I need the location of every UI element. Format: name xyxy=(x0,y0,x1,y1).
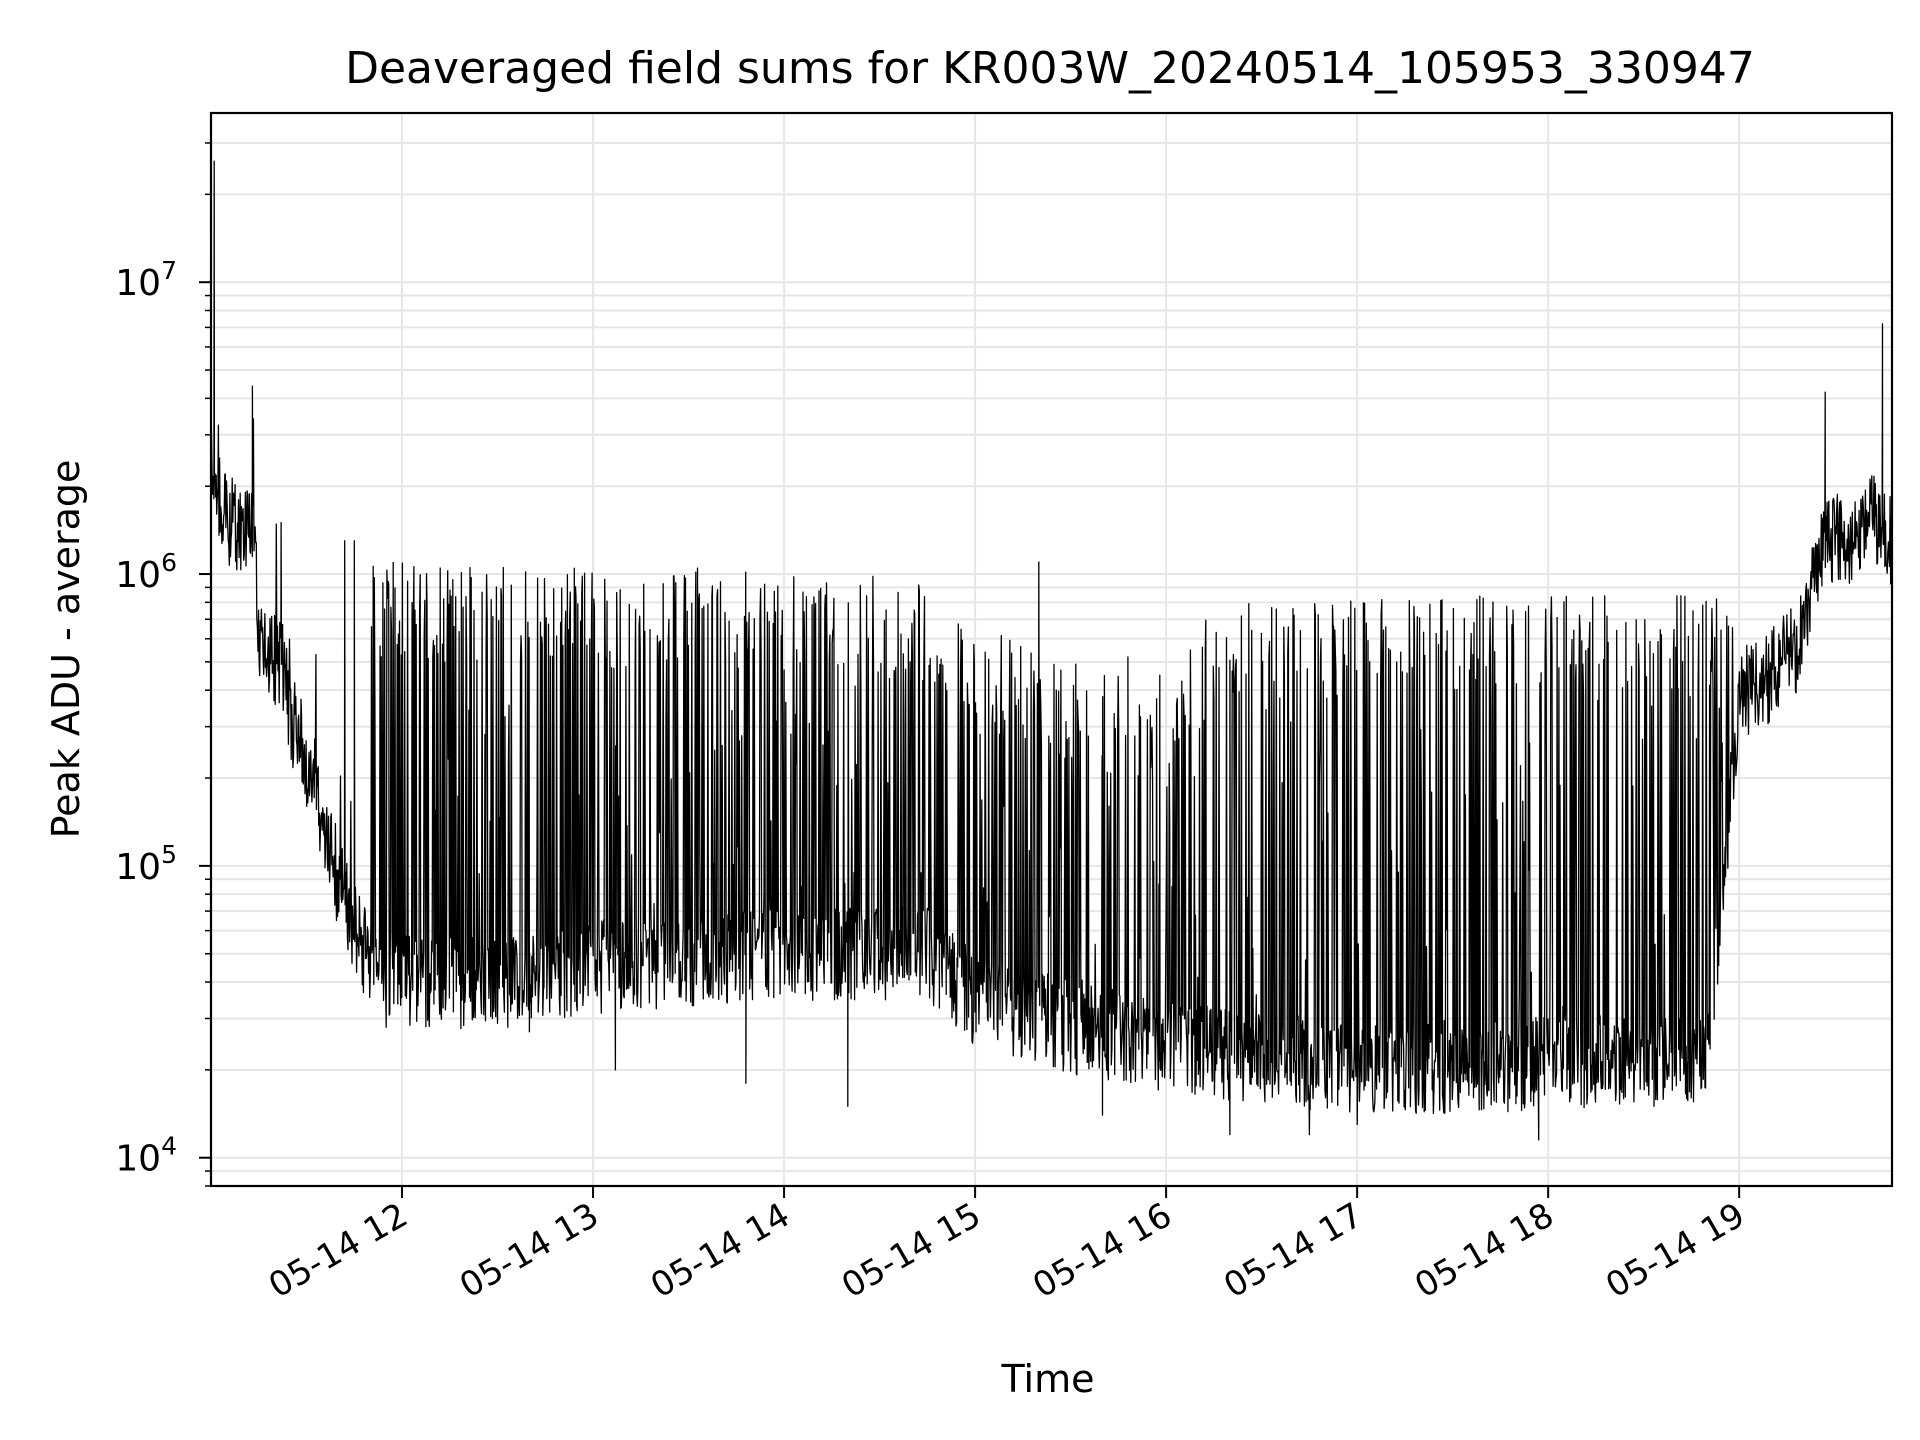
x-tick-label: 05-14 14 xyxy=(644,1195,796,1306)
x-axis-label: Time xyxy=(1001,1357,1095,1401)
x-tick-label: 05-14 15 xyxy=(835,1195,987,1306)
x-tick-label: 05-14 17 xyxy=(1217,1195,1369,1306)
x-axis: 05-14 12 05-14 13 05-14 14 05-14 15 05-14 16… xyxy=(262,1186,1752,1306)
y-tick-label: 107 xyxy=(115,256,177,304)
y-axis-label: Peak ADU - average xyxy=(44,460,88,839)
x-tick-label: 05-14 16 xyxy=(1026,1195,1178,1306)
y-tick-label: 105 xyxy=(115,840,177,888)
y-tick-label: 104 xyxy=(115,1132,177,1180)
series-path xyxy=(211,160,1892,1141)
y-axis: 104 105 106 107 xyxy=(115,142,211,1187)
y-tick-label: 106 xyxy=(115,548,177,596)
plot-frame xyxy=(209,111,1894,1188)
x-tick-label: 05-14 19 xyxy=(1599,1195,1751,1306)
x-tick-label: 05-14 18 xyxy=(1408,1195,1560,1306)
x-tick-label: 05-14 12 xyxy=(262,1195,414,1306)
x-tick-label: 05-14 13 xyxy=(453,1195,605,1306)
chart-title: Deaveraged field sums for KR003W_2024051… xyxy=(345,43,1755,94)
series-line xyxy=(211,160,1892,1141)
